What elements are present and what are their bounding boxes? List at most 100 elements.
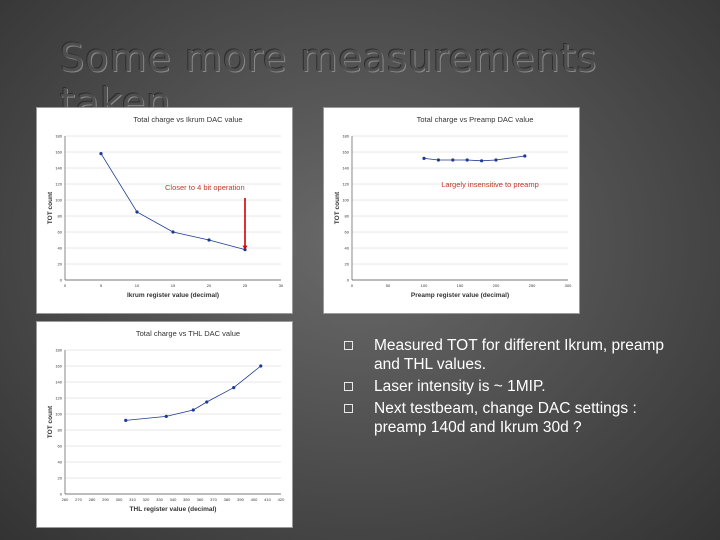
- x-tick-label: 30: [279, 283, 284, 288]
- x-tick-label: 340: [170, 497, 177, 502]
- bullet-text: Laser intensity is ~ 1MIP.: [374, 378, 546, 395]
- y-axis-title: TOT count: [334, 191, 341, 224]
- x-tick-label: 310: [129, 497, 136, 502]
- bullet-square-icon: [344, 341, 353, 350]
- data-point: [465, 158, 469, 162]
- chart-annotation: Largely insensitive to preamp: [441, 180, 539, 189]
- data-point: [480, 159, 484, 163]
- slide-title: Some more measurements taken.: [60, 36, 598, 124]
- y-tick-label: 60: [58, 230, 63, 235]
- x-tick-label: 420: [278, 497, 285, 502]
- x-tick-label: 320: [143, 497, 150, 502]
- x-tick-label: 25: [243, 283, 248, 288]
- y-tick-label: 80: [58, 214, 63, 219]
- annotation-arrowhead: [242, 245, 248, 250]
- bullet-item: Measured TOT for different Ikrum, preamp…: [344, 336, 684, 374]
- x-tick-label: 250: [529, 283, 536, 288]
- y-tick-label: 100: [55, 198, 62, 203]
- data-point: [207, 238, 211, 242]
- data-point: [191, 408, 195, 412]
- y-tick-label: 40: [58, 460, 63, 465]
- x-tick-label: 270: [75, 497, 82, 502]
- x-tick-label: 290: [102, 497, 109, 502]
- x-tick-label: 15: [171, 283, 176, 288]
- data-point: [171, 230, 175, 234]
- data-point: [436, 158, 440, 162]
- x-tick-label: 20: [207, 283, 212, 288]
- x-axis-title: Ikrum register value (decimal): [127, 292, 219, 299]
- bullet-list: Measured TOT for different Ikrum, preamp…: [344, 336, 684, 440]
- y-tick-label: 180: [342, 134, 349, 139]
- chart-title: Total charge vs Ikrum DAC value: [133, 115, 242, 124]
- data-point: [205, 400, 209, 404]
- data-point: [523, 154, 527, 158]
- chart-preamp-panel: Total charge vs Preamp DAC value 0 20 40 60 8…: [324, 108, 579, 313]
- x-tick-label: 260: [62, 497, 69, 502]
- data-point: [99, 152, 103, 156]
- x-axis-title: Preamp register value (decimal): [411, 292, 509, 299]
- x-tick-label: 400: [251, 497, 258, 502]
- y-tick-label: 40: [58, 246, 63, 251]
- bullet-item: Next testbeam, change DAC settings : pre…: [344, 399, 684, 437]
- x-axis-title: THL register value (decimal): [130, 506, 217, 513]
- data-point: [422, 156, 426, 160]
- y-tick-label: 0: [347, 278, 350, 283]
- y-tick-label: 100: [342, 198, 349, 203]
- y-tick-label: 60: [345, 230, 350, 235]
- x-tick-label: 0: [64, 283, 67, 288]
- y-tick-label: 140: [342, 166, 349, 171]
- y-tick-label: 160: [342, 150, 349, 155]
- y-tick-label: 120: [342, 182, 349, 187]
- x-tick-label: 350: [183, 497, 190, 502]
- x-tick-label: 370: [210, 497, 217, 502]
- data-point: [494, 158, 498, 162]
- y-axis-title: TOT count: [47, 405, 54, 438]
- x-tick-label: 300: [116, 497, 123, 502]
- x-tick-label: 390: [237, 497, 244, 502]
- y-tick-label: 60: [58, 444, 63, 449]
- chart-ikrum-panel: Total charge vs Ikrum DAC value 0 20 40 60 80…: [37, 108, 292, 313]
- y-tick-label: 180: [55, 134, 62, 139]
- y-tick-label: 140: [55, 166, 62, 171]
- x-tick-label: 280: [89, 497, 96, 502]
- y-tick-label: 120: [55, 396, 62, 401]
- series-line: [125, 365, 261, 421]
- data-point: [451, 158, 455, 162]
- y-tick-label: 160: [55, 364, 62, 369]
- x-tick-label: 100: [421, 283, 428, 288]
- y-tick-label: 120: [55, 182, 62, 187]
- data-point: [135, 210, 139, 214]
- y-tick-label: 80: [345, 214, 350, 219]
- data-point: [124, 418, 128, 422]
- chart-preamp-svg: Total charge vs Preamp DAC value 0 20 40 60 8…: [334, 115, 572, 299]
- x-tick-label: 10: [135, 283, 140, 288]
- x-tick-label: 50: [386, 283, 391, 288]
- y-tick-label: 80: [58, 428, 63, 433]
- chart-ikrum-svg: Total charge vs Ikrum DAC value 0 20 40 60 80…: [47, 115, 284, 299]
- x-tick-label: 0: [351, 283, 354, 288]
- y-tick-label: 100: [55, 412, 62, 417]
- y-tick-label: 160: [55, 150, 62, 155]
- bullet-square-icon: [344, 382, 353, 391]
- x-tick-label: 380: [224, 497, 231, 502]
- y-tick-label: 0: [60, 278, 63, 283]
- chart-title: Total charge vs Preamp DAC value: [417, 115, 534, 124]
- y-tick-label: 140: [55, 380, 62, 385]
- data-point: [232, 386, 236, 390]
- x-tick-label: 200: [493, 283, 500, 288]
- y-tick-label: 40: [345, 246, 350, 251]
- bullet-item: Laser intensity is ~ 1MIP.: [344, 377, 684, 396]
- chart-annotation: Closer to 4 bit operation: [165, 183, 245, 192]
- x-tick-label: 330: [156, 497, 163, 502]
- x-tick-label: 410: [264, 497, 271, 502]
- y-tick-label: 180: [55, 348, 62, 353]
- bullet-text: Next testbeam, change DAC settings : pre…: [374, 400, 637, 436]
- x-tick-label: 5: [100, 283, 103, 288]
- y-axis-title: TOT count: [47, 191, 54, 224]
- chart-title: Total charge vs THL DAC value: [136, 329, 240, 338]
- y-tick-label: 20: [58, 262, 63, 267]
- chart-thl-svg: Total charge vs THL DAC value 0 20 40 60 80 10…: [47, 329, 285, 513]
- y-tick-label: 20: [58, 476, 63, 481]
- y-tick-label: 20: [345, 262, 350, 267]
- y-tick-label: 0: [60, 492, 63, 497]
